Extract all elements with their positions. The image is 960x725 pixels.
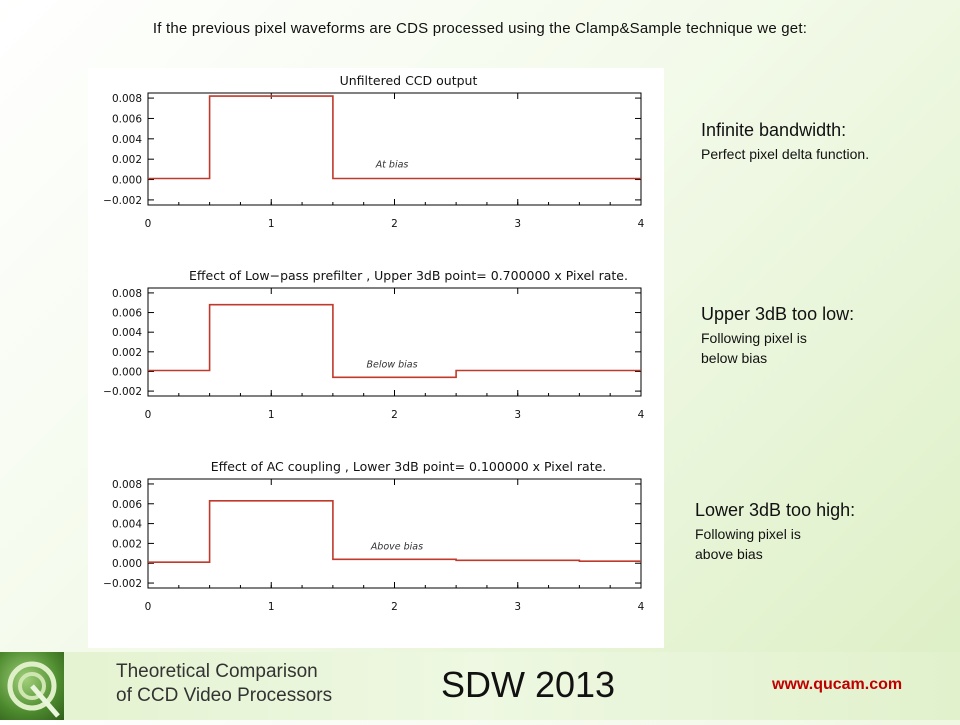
- y-tick-label: 0.002: [112, 154, 142, 166]
- axes-frame: [147, 478, 642, 589]
- plot-annotation: Above bias: [370, 541, 423, 552]
- plot-panel: Unfiltered CCD output 0.008 0.006 0.004 0.00…: [88, 68, 664, 648]
- note-line: above bias: [695, 546, 763, 562]
- x-tick-label: 0: [145, 218, 152, 230]
- slide-heading: If the previous pixel waveforms are CDS …: [152, 20, 808, 37]
- x-tick-label: 3: [514, 218, 521, 230]
- x-tick-label: 3: [514, 409, 521, 421]
- x-tick-label: 4: [638, 409, 645, 421]
- note-line: Following pixel is: [695, 526, 801, 542]
- footer-subtitle-line: Theoretical Comparison: [116, 661, 318, 682]
- axes-frame: [147, 92, 642, 206]
- series-line: [148, 95, 641, 180]
- x-tick-label: 3: [514, 601, 521, 613]
- chart-title: Effect of Low−pass prefilter , Upper 3dB…: [189, 268, 628, 283]
- note-line: below bias: [701, 350, 768, 366]
- chart-title: Unfiltered CCD output: [340, 73, 478, 88]
- note-heading: Lower 3dB too high:: [695, 500, 856, 520]
- x-tick-label: 0: [145, 409, 152, 421]
- x-tick-label: 0: [145, 601, 152, 613]
- y-tick-label: 0.002: [112, 347, 142, 359]
- y-tick-label: −0.002: [103, 386, 142, 398]
- y-tick-label: 0.004: [112, 134, 142, 146]
- footer-bar: [0, 652, 960, 720]
- note-heading: Infinite bandwidth:: [701, 120, 847, 140]
- logo-swirl-icon: [7, 661, 60, 718]
- x-tick-label: 4: [638, 218, 645, 230]
- series-line: [148, 303, 641, 379]
- y-tick-label: 0.006: [112, 113, 142, 125]
- chart-title: Effect of AC coupling , Lower 3dB point=…: [211, 459, 607, 474]
- x-tick-label: 1: [268, 409, 275, 421]
- x-tick-label: 1: [268, 601, 275, 613]
- x-tick-label: 1: [268, 218, 275, 230]
- footer-event: SDW 2013: [441, 664, 616, 705]
- y-tick-label: −0.002: [103, 195, 142, 207]
- note-lower-3db: Lower 3dB too high: Following pixel is a…: [695, 500, 855, 564]
- x-tick-label: 2: [391, 601, 398, 613]
- note-heading: Upper 3dB too low:: [701, 304, 855, 324]
- y-tick-label: 0.002: [112, 538, 142, 550]
- plot-annotation: At bias: [375, 159, 409, 170]
- y-tick-label: 0.006: [112, 308, 142, 320]
- y-tick-label: 0.000: [112, 366, 142, 378]
- plots-svg: Unfiltered CCD output 0.008 0.006 0.004 0.00…: [103, 73, 645, 613]
- series-line: [148, 499, 641, 564]
- footer-subtitle: Theoretical Comparison of CCD Video Proc…: [116, 660, 332, 708]
- logo: [0, 652, 64, 720]
- y-tick-label: 0.000: [112, 558, 142, 570]
- footer-subtitle-line: of CCD Video Processors: [116, 685, 333, 706]
- plot-annotation: Below bias: [367, 359, 418, 370]
- y-tick-label: −0.002: [103, 578, 142, 590]
- y-tick-label: 0.000: [112, 175, 142, 187]
- y-tick-label: 0.008: [112, 93, 142, 105]
- x-tick-label: 4: [638, 601, 645, 613]
- x-tick-label: 2: [391, 218, 398, 230]
- x-tick-label: 2: [391, 409, 398, 421]
- footer-url[interactable]: www.qucam.com: [772, 676, 903, 693]
- note-infinite-bandwidth: Infinite bandwidth: Perfect pixel delta …: [701, 120, 869, 164]
- y-tick-label: 0.004: [112, 519, 142, 531]
- y-tick-label: 0.004: [112, 327, 142, 339]
- note-upper-3db: Upper 3dB too low: Following pixel is be…: [701, 304, 854, 368]
- y-tick-label: 0.008: [112, 288, 142, 300]
- y-tick-label: 0.008: [112, 479, 142, 491]
- note-line: Following pixel is: [701, 330, 807, 346]
- note-line: Perfect pixel delta function.: [701, 146, 870, 162]
- y-tick-label: 0.006: [112, 499, 142, 511]
